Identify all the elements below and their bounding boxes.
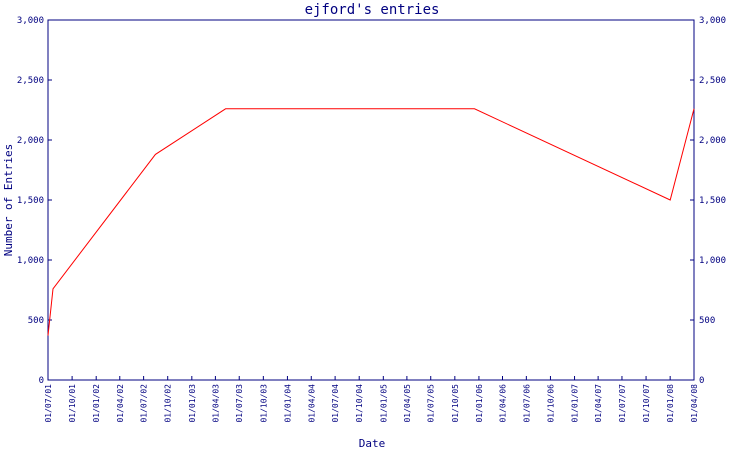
x-tick-label: 01/04/05	[403, 384, 412, 423]
x-tick-label: 01/10/01	[68, 384, 77, 423]
y-tick-label-left: 1,500	[17, 196, 44, 206]
x-tick-label: 01/07/05	[427, 384, 436, 423]
y-tick-label-right: 0	[699, 376, 704, 386]
x-axis-label: Date	[359, 437, 386, 450]
y-tick-label-right: 2,000	[699, 136, 726, 146]
x-tick-label: 01/07/02	[140, 384, 149, 423]
x-tick-label: 01/10/06	[546, 384, 555, 423]
x-tick-label: 01/01/04	[283, 384, 292, 423]
x-tick-label: 01/04/07	[594, 384, 603, 423]
y-tick-label-right: 3,000	[699, 16, 726, 26]
x-tick-label: 01/10/07	[642, 384, 651, 423]
x-tick-label: 01/01/03	[188, 384, 197, 423]
y-tick-label-right: 1,500	[699, 196, 726, 206]
y-tick-label-left: 1,000	[17, 256, 44, 266]
x-tick-label: 01/07/06	[522, 384, 531, 423]
x-tick-label: 01/01/05	[379, 384, 388, 423]
x-tick-label: 01/04/08	[690, 384, 699, 423]
x-tick-label: 01/04/03	[211, 384, 220, 423]
x-tick-label: 01/01/02	[92, 384, 101, 423]
x-tick-label: 01/10/02	[164, 384, 173, 423]
y-tick-label-left: 3,000	[17, 16, 44, 26]
y-tick-label-left: 0	[39, 376, 44, 386]
x-tick-label: 01/04/06	[499, 384, 508, 423]
x-tick-label: 01/10/05	[451, 384, 460, 423]
x-tick-label: 01/07/07	[618, 384, 627, 423]
series-line	[47, 108, 695, 336]
x-tick-label: 01/04/04	[307, 384, 316, 423]
y-axis-label: Number of Entries	[2, 144, 15, 257]
y-tick-label-left: 2,500	[17, 76, 44, 86]
x-tick-label: 01/07/03	[235, 384, 244, 423]
x-tick-label: 01/07/04	[331, 384, 340, 423]
x-tick-label: 01/04/02	[116, 384, 125, 423]
x-tick-label: 01/10/03	[259, 384, 268, 423]
y-tick-label-right: 1,000	[699, 256, 726, 266]
y-tick-label-left: 500	[28, 316, 44, 326]
y-tick-label-left: 2,000	[17, 136, 44, 146]
x-tick-label: 01/01/07	[571, 384, 580, 423]
x-axis: 01/07/01 01/10/01 01/01/02 01/04/02 01/07/02…	[44, 376, 699, 423]
y-tick-label-right: 500	[699, 316, 715, 326]
x-tick-label: 01/10/04	[355, 384, 364, 423]
y-tick-label-right: 2,500	[699, 76, 726, 86]
chart-title: ejford's entries	[305, 2, 440, 18]
x-tick-label: 01/01/08	[666, 384, 675, 423]
x-tick-label: 01/07/01	[44, 384, 53, 423]
plot-frame	[47, 19, 695, 381]
x-tick-label: 01/01/06	[475, 384, 484, 423]
y-axis: 0 0 500 500 1,000 1,000 1,500 1,500 2,000 2,000 2,…	[17, 16, 726, 386]
